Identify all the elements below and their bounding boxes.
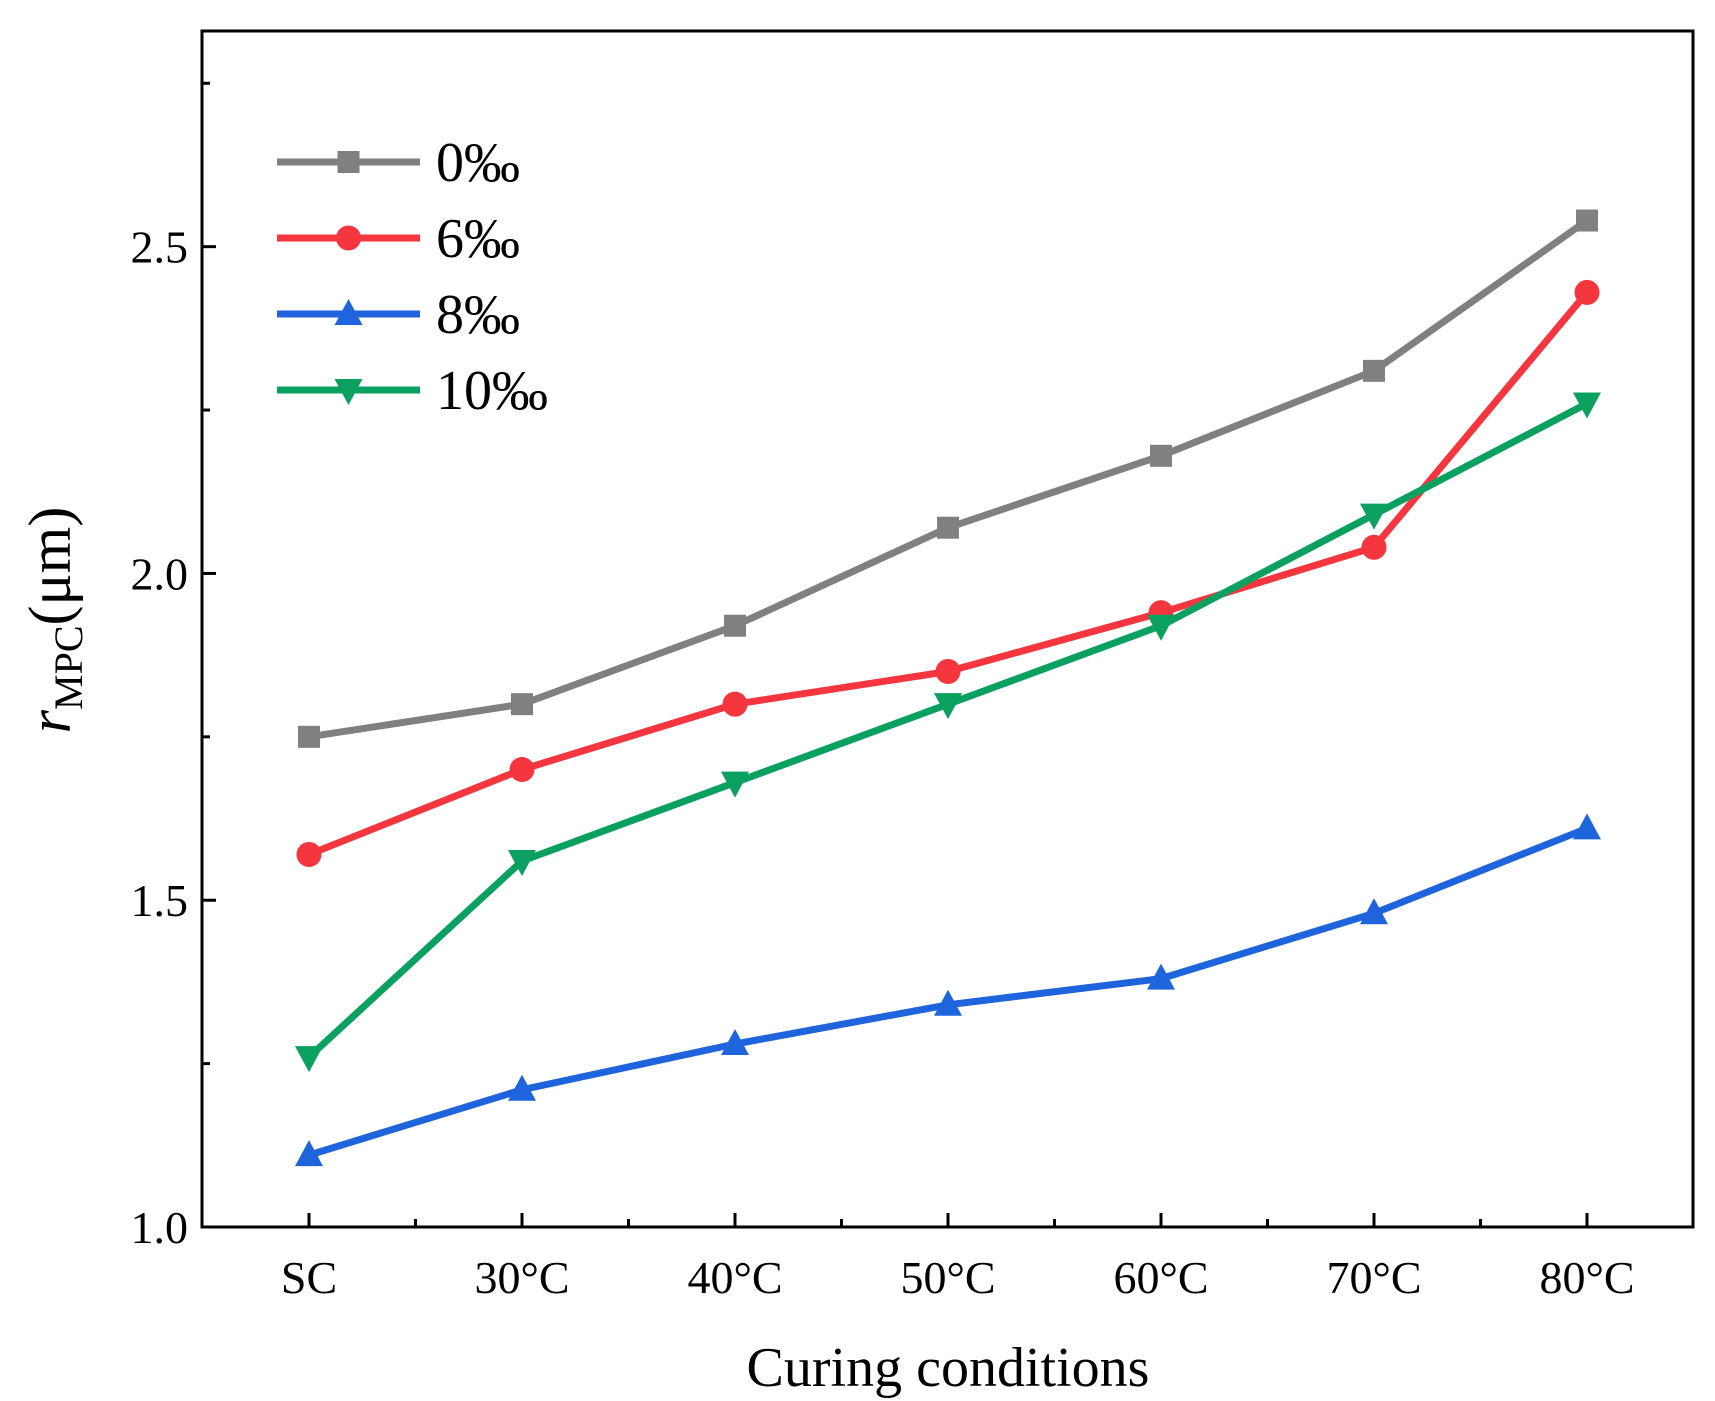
x-tick-label: 40°C [687, 1252, 782, 1303]
legend-label: 0‰ [436, 132, 520, 194]
data-point [298, 725, 320, 748]
y-tick-label: 1.5 [131, 875, 189, 926]
data-point [511, 693, 533, 716]
y-tick-label: 2.0 [131, 548, 189, 599]
data-point [1574, 279, 1600, 305]
y-axis-label-unit: (μm) [17, 507, 83, 626]
data-point [934, 989, 962, 1016]
data-point [1573, 392, 1601, 419]
y-tick-label: 2.5 [131, 222, 189, 273]
data-series [295, 209, 1601, 1167]
data-point [1361, 534, 1387, 560]
data-point [508, 1074, 536, 1101]
legend-item: 10‰ [277, 360, 548, 422]
data-point [296, 841, 322, 867]
y-axis-label: rMPC(μm) [17, 507, 91, 734]
data-point [1573, 813, 1601, 840]
data-point [1363, 359, 1385, 382]
legend-label: 6‰ [436, 208, 520, 270]
data-point [295, 1140, 323, 1167]
legend-label: 10‰ [436, 360, 548, 422]
data-point [1576, 209, 1598, 232]
data-point [1360, 503, 1388, 530]
series-2 [295, 813, 1601, 1167]
legend-label: 8‰ [436, 284, 520, 346]
y-axis: 1.0 1.5 2.0 2.5 [131, 81, 216, 1253]
data-point [721, 1029, 749, 1056]
legend-item: 8‰ [277, 284, 520, 346]
data-point [937, 516, 959, 539]
x-tick-label: SC [281, 1252, 337, 1303]
data-point [508, 850, 536, 877]
x-tick-label: 80°C [1539, 1252, 1634, 1303]
legend-item: 0‰ [277, 132, 520, 194]
legend-item: 6‰ [277, 208, 520, 270]
legend: 0‰ 6‰ 8‰ 10‰ [277, 132, 548, 422]
x-tick-label: 70°C [1326, 1252, 1421, 1303]
data-point [722, 691, 748, 717]
data-point [721, 771, 749, 798]
data-point [509, 757, 535, 783]
x-tick-label: 50°C [900, 1252, 995, 1303]
legend-marker [336, 225, 361, 251]
plot-border [200, 29, 1695, 1229]
data-point [724, 614, 746, 637]
data-point [1147, 614, 1175, 641]
y-tick-label: 1.0 [131, 1202, 189, 1253]
y-axis-label-sub: MPC [46, 625, 91, 710]
series-3 [295, 392, 1601, 1073]
series-1 [296, 279, 1600, 867]
data-point [1150, 444, 1172, 467]
series-0 [298, 209, 1598, 748]
x-tick-label: 30°C [474, 1252, 569, 1303]
legend-marker [334, 299, 363, 325]
data-point [935, 658, 961, 684]
y-axis-label-main: r [17, 709, 83, 733]
series-line [306, 400, 1589, 1060]
x-axis-label: Curing conditions [747, 1337, 1150, 1399]
data-point [1147, 963, 1175, 990]
data-point [1360, 898, 1388, 925]
data-point [295, 1046, 323, 1073]
data-point [934, 693, 962, 720]
x-axis: SC 30°C 40°C 50°C 60°C 70°C 80°C [281, 1213, 1635, 1303]
x-tick-label: 60°C [1113, 1252, 1208, 1303]
legend-marker [334, 379, 363, 405]
plot-frame [200, 29, 1695, 1229]
legend-marker [337, 151, 360, 173]
